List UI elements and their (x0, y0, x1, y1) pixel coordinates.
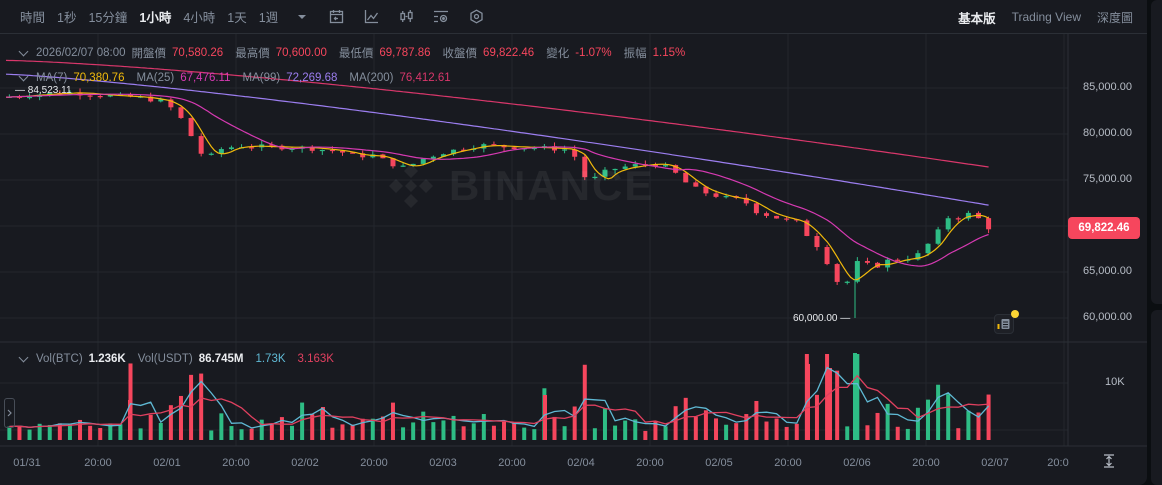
time-tick: 01/31 (13, 457, 41, 469)
amplitude-value: 1.15% (652, 47, 686, 59)
ma7-value: 70,380.76 (73, 72, 125, 84)
low-value: 69,787.86 (379, 47, 431, 59)
volume-legend: Vol(BTC) 1.236K Vol(USDT) 86.745M 1.73K … (18, 352, 346, 365)
binance-logo-icon (389, 164, 433, 208)
change-value: -1.07% (575, 47, 612, 59)
volume-tick: 10K (1105, 376, 1125, 388)
time-tick: 20:00 (222, 457, 250, 469)
vol-btc-value: 1.236K (88, 353, 126, 365)
chart-toolbar: 時間 1秒 15分鐘 1小時 4小時 1天 1週 基本版 Trading Vie… (0, 0, 1147, 34)
vol-usdt-value: 86.745M (198, 353, 244, 365)
ma99-label: MA(99) (242, 72, 281, 84)
time-tick: 02/01 (153, 457, 181, 469)
more-intervals-dropdown-icon[interactable] (294, 9, 310, 25)
close-label: 收盤價 (442, 48, 478, 60)
time-tick: 02/05 (705, 457, 733, 469)
ma25-value: 67,476.11 (180, 72, 231, 84)
last-price-tag: 69,822.46 (1068, 217, 1140, 239)
calendar-icon[interactable] (328, 9, 344, 25)
candle-type-icon[interactable] (398, 9, 414, 25)
binance-watermark: BINANCE (385, 160, 654, 212)
interval-15m[interactable]: 15分鐘 (88, 11, 128, 25)
time-tick: 20:00 (84, 457, 112, 469)
time-tick: 20:00 (636, 457, 664, 469)
price-tick: 85,000.00 (1083, 81, 1132, 93)
interval-time[interactable]: 時間 (20, 11, 46, 25)
ma200-value: 76,412.61 (399, 72, 451, 84)
view-trading-view[interactable]: Trading View (1011, 10, 1081, 24)
time-tick: 20:00 (912, 457, 940, 469)
ma200-label: MA(200) (349, 72, 394, 84)
interval-4h[interactable]: 4小時 (183, 11, 216, 25)
vol-btc-label: Vol(BTC) (36, 353, 83, 365)
time-tick: 02/07 (981, 457, 1009, 469)
high-marker-value: 84,523.11 (27, 85, 72, 96)
notes-icon (997, 319, 1010, 329)
ma99-value: 72,269.68 (286, 72, 338, 84)
vol-ma5-value: 1.73K (255, 353, 286, 365)
high-value: 70,600.00 (275, 47, 327, 59)
time-tick: 02/03 (429, 457, 457, 469)
ma-legend: MA(7) 70,380.76 MA(25) 67,476.11 MA(99) … (18, 71, 463, 84)
interval-1h[interactable]: 1小時 (139, 11, 172, 25)
time-tick: 02/06 (843, 457, 871, 469)
time-tick: 20:00 (360, 457, 388, 469)
auto-scale-icon[interactable] (1101, 453, 1117, 469)
indicator-chart-icon[interactable] (363, 9, 379, 25)
notification-dot (1011, 310, 1019, 318)
open-value: 70,580.26 (172, 47, 224, 59)
price-tick: 60,000.00 (1083, 311, 1132, 323)
time-tick: 02/04 (567, 457, 595, 469)
price-tick: 75,000.00 (1083, 173, 1132, 185)
price-tick: 80,000.00 (1083, 127, 1132, 139)
vol-usdt-label: Vol(USDT) (137, 353, 193, 365)
amplitude-label: 振幅 (623, 48, 647, 60)
open-label: 開盤價 (131, 48, 167, 60)
low-marker: 60,000.00 — (793, 313, 851, 324)
ma25-label: MA(25) (136, 72, 175, 84)
close-value: 69,822.46 (483, 47, 535, 59)
chevron-right-icon (7, 409, 12, 417)
high-label: 最高價 (235, 48, 270, 60)
view-switcher: 基本版 Trading View 深度圖 (942, 0, 1133, 34)
price-tick: 65,000.00 (1083, 265, 1132, 277)
low-marker-value: 60,000.00 (793, 313, 838, 324)
expand-panel-handle[interactable] (4, 398, 15, 428)
watermark-text: BINANCE (449, 162, 655, 209)
side-card-bottom (1151, 310, 1162, 485)
interval-1s[interactable]: 1秒 (57, 11, 77, 25)
interval-1w[interactable]: 1週 (258, 11, 279, 25)
side-card-top (1151, 0, 1162, 304)
candle-datetime: 2026/02/07 08:00 (36, 47, 126, 59)
change-label: 變化 (546, 48, 570, 60)
high-marker: — 84,523.11 (15, 85, 72, 96)
collapse-chevron-icon[interactable] (18, 71, 29, 82)
display-settings-icon[interactable] (433, 9, 449, 25)
time-tick: 20:0 (1047, 457, 1069, 469)
time-tick: 20:00 (774, 457, 802, 469)
time-tick: 02/02 (291, 457, 319, 469)
notes-button[interactable] (994, 314, 1014, 334)
collapse-chevron-icon[interactable] (18, 46, 29, 57)
time-tick: 20:00 (498, 457, 526, 469)
view-depth-chart[interactable]: 深度圖 (1096, 10, 1133, 25)
ma7-label: MA(7) (36, 72, 68, 84)
view-basic[interactable]: 基本版 (958, 11, 996, 26)
vol-ma10-value: 3.163K (297, 353, 334, 365)
interval-1d[interactable]: 1天 (227, 11, 247, 25)
low-label: 最低價 (338, 48, 374, 60)
settings-hexagon-icon[interactable] (468, 9, 484, 25)
collapse-chevron-icon[interactable] (18, 352, 29, 363)
ohlc-legend: 2026/02/07 08:00 開盤價 70,580.26 最高價 70,60… (18, 45, 697, 61)
